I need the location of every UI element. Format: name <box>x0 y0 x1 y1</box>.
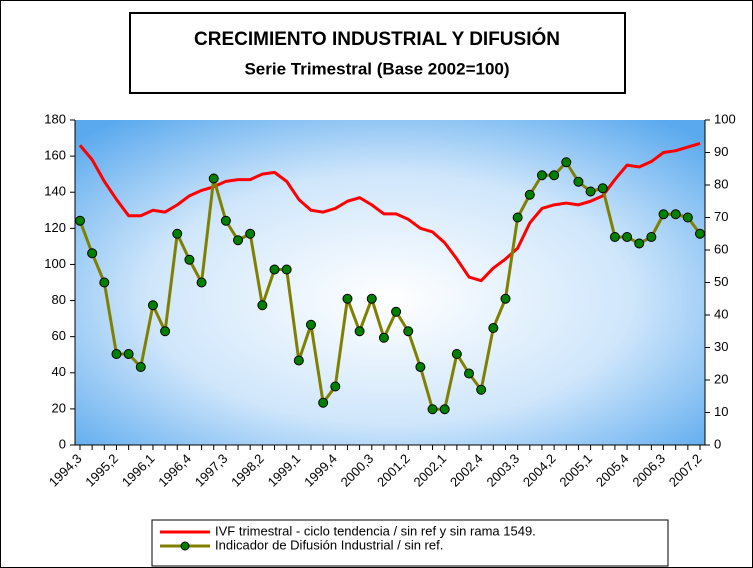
series-marker <box>524 189 535 200</box>
series-marker <box>147 300 158 311</box>
y-tick-label: 100 <box>44 256 66 271</box>
series-marker <box>172 228 183 239</box>
series-marker <box>318 397 329 408</box>
series-marker <box>160 326 171 337</box>
series-marker <box>391 306 402 317</box>
legend-label: Indicador de Difusión Industrial / sin r… <box>215 537 443 552</box>
legend-marker <box>180 541 190 551</box>
series-marker <box>512 212 523 223</box>
series-marker <box>658 209 669 220</box>
series-marker <box>293 355 304 366</box>
series-marker <box>281 264 292 275</box>
series-marker <box>488 323 499 333</box>
series-marker <box>451 349 462 359</box>
y2-tick-label: 70 <box>714 209 728 224</box>
y2-tick-label: 80 <box>714 176 728 191</box>
series-marker <box>549 170 560 181</box>
legend-label: IVF trimestral - ciclo tendencia / sin r… <box>215 523 536 538</box>
series-marker <box>476 384 487 395</box>
legend <box>151 519 669 567</box>
series-marker <box>135 362 146 372</box>
series-marker <box>75 215 85 226</box>
y-tick-label: 140 <box>44 184 66 199</box>
y2-tick-label: 50 <box>714 274 728 289</box>
series-marker <box>403 326 414 337</box>
series-marker <box>682 212 693 223</box>
y2-tick-label: 0 <box>714 436 721 451</box>
series-marker <box>257 300 268 311</box>
series-marker <box>330 381 341 392</box>
chart-subtitle: Serie Trimestral (Base 2002=100) <box>244 59 509 78</box>
series-marker <box>233 235 244 246</box>
y-tick-label: 180 <box>44 111 66 126</box>
series-marker <box>342 293 353 304</box>
y-tick-label: 120 <box>44 220 66 235</box>
plot-area <box>75 120 705 445</box>
y-tick-label: 80 <box>52 292 66 307</box>
series-marker <box>464 368 475 379</box>
series-line <box>78 142 701 283</box>
series-marker <box>561 157 572 168</box>
series-marker <box>695 228 705 239</box>
series-marker <box>634 238 645 249</box>
series-marker <box>415 362 426 372</box>
series-marker <box>585 186 596 197</box>
y2-tick-label: 100 <box>714 111 736 126</box>
y2-tick-label: 30 <box>714 339 728 354</box>
series-marker <box>99 277 110 288</box>
y-tick-label: 60 <box>52 328 66 343</box>
y2-tick-label: 20 <box>714 371 728 386</box>
series-marker <box>646 232 657 242</box>
series-marker <box>184 254 195 265</box>
series-marker <box>269 264 280 275</box>
y-tick-label: 0 <box>59 436 66 451</box>
series-marker <box>87 248 98 259</box>
series-marker <box>123 349 134 359</box>
series-marker <box>622 232 633 242</box>
series-marker <box>196 277 207 288</box>
chart-title: CRECIMIENTO INDUSTRIAL Y DIFUSIÓN <box>194 28 560 50</box>
y-tick-label: 160 <box>44 148 66 163</box>
y2-tick-label: 90 <box>714 144 728 159</box>
title-box <box>129 12 626 94</box>
series-marker <box>245 228 256 239</box>
series-marker <box>366 293 377 304</box>
series-marker <box>597 183 608 194</box>
series-marker <box>670 209 681 220</box>
series-marker <box>111 349 122 359</box>
y-tick-label: 20 <box>52 400 66 415</box>
y2-tick-label: 40 <box>714 306 728 321</box>
series-line <box>78 160 702 411</box>
series-marker <box>354 326 365 337</box>
series-marker <box>609 232 620 242</box>
series-marker <box>305 319 316 330</box>
y-tick-label: 40 <box>52 364 66 379</box>
series-marker <box>439 404 450 415</box>
series-marker <box>220 215 231 226</box>
y2-tick-label: 60 <box>714 241 728 256</box>
series-marker <box>536 170 547 181</box>
series-marker <box>208 173 219 184</box>
series-marker <box>378 332 389 343</box>
series-marker <box>573 176 584 187</box>
y2-tick-label: 10 <box>714 404 728 419</box>
series-marker <box>427 404 438 415</box>
series-marker <box>500 293 511 304</box>
